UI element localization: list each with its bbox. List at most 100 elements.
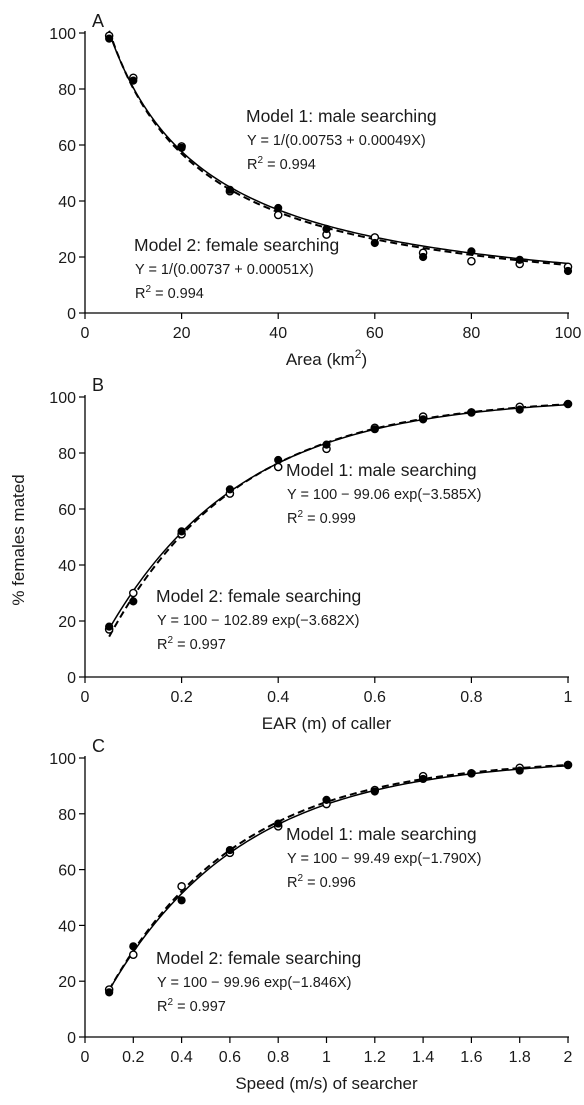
data-point-male-searching — [419, 774, 428, 784]
data-point-male-searching — [177, 143, 186, 152]
model-equation: Y = 100 − 99.06 exp(−3.585X) — [287, 487, 481, 503]
model-title: Model 1: male searching — [246, 106, 437, 126]
fit-curve-female-searching — [108, 763, 569, 991]
model-r-squared: R2 = 0.994 — [247, 155, 316, 173]
data-point-male-searching — [177, 527, 186, 536]
panel-letter: A — [92, 11, 104, 31]
x-tick-label: 1.6 — [460, 1049, 482, 1066]
data-point-male-searching — [105, 622, 114, 631]
model-r-squared: R2 = 0.994 — [135, 284, 204, 302]
fit-curve-male-searching — [108, 764, 569, 991]
y-tick-label: 100 — [49, 26, 76, 43]
data-point-male-searching — [563, 399, 573, 409]
x-tick-label: 1.8 — [509, 1049, 531, 1066]
y-tick-label: 60 — [58, 138, 76, 155]
data-point-male-searching — [274, 203, 283, 213]
x-tick-label: 1.4 — [412, 1049, 434, 1066]
data-point-male-searching — [274, 455, 283, 465]
x-tick-label: 80 — [463, 325, 481, 342]
y-tick-label: 60 — [58, 863, 76, 880]
x-tick-label: 40 — [269, 325, 287, 342]
x-tick-label: 0.4 — [267, 689, 289, 706]
y-tick-label: 0 — [67, 670, 76, 687]
data-point-male-searching — [129, 942, 138, 951]
x-axis-title: EAR (m) of caller — [262, 714, 392, 733]
x-tick-label: 100 — [555, 325, 582, 342]
x-tick-label: 0.2 — [170, 689, 192, 706]
y-tick-label: 80 — [58, 807, 76, 824]
y-tick-label: 0 — [67, 1030, 76, 1047]
panel-a: 0 20 40 60 80 100 0 20 40 60 80 100 Area (km2) A Model… — [49, 11, 581, 369]
data-point-male-searching — [563, 266, 573, 276]
y-tick-label: 100 — [49, 751, 76, 768]
data-point-male-searching — [225, 185, 234, 194]
x-axis-title: Speed (m/s) of searcher — [235, 1074, 418, 1093]
y-tick-label: 40 — [58, 194, 76, 211]
y-tick-label: 80 — [58, 82, 76, 99]
x-tick-label: 60 — [366, 325, 384, 342]
x-tick-label: 0.2 — [122, 1049, 144, 1066]
x-tick-label: 0 — [81, 689, 90, 706]
fit-curve-female-searching — [108, 30, 569, 267]
x-tick-label: 0.6 — [219, 1049, 241, 1066]
model-r-squared: R2 = 0.997 — [157, 635, 226, 653]
y-tick-label: 60 — [58, 502, 76, 519]
x-tick-label: 0.8 — [267, 1049, 289, 1066]
data-point-female-searching — [128, 588, 138, 598]
model-title: Model 1: male searching — [286, 824, 477, 844]
data-point-female-searching — [128, 950, 138, 959]
model-r-squared: R2 = 0.996 — [287, 873, 356, 891]
model-equation: Y = 1/(0.00753 + 0.00049X) — [247, 133, 426, 149]
data-point-male-searching — [563, 760, 573, 770]
data-point-male-searching — [370, 787, 379, 796]
model-r-squared: R2 = 0.999 — [287, 509, 356, 527]
model-r-squared: R2 = 0.997 — [157, 997, 226, 1015]
fit-curve-male-searching — [108, 32, 569, 265]
model-title: Model 2: female searching — [134, 235, 339, 255]
y-tick-label: 20 — [58, 614, 76, 631]
x-tick-label: 1.2 — [364, 1049, 386, 1066]
model-equation: Y = 100 − 102.89 exp(−3.682X) — [157, 613, 360, 629]
x-tick-label: 1 — [564, 689, 573, 706]
y-tick-label: 100 — [49, 390, 76, 407]
data-point-male-searching — [105, 34, 114, 43]
y-tick-label: 40 — [58, 918, 76, 935]
x-axis-title: Area (km2) — [286, 347, 367, 369]
data-point-male-searching — [225, 485, 234, 494]
data-point-male-searching — [515, 766, 524, 775]
data-point-male-searching — [419, 252, 428, 262]
panel-b: 0 20 40 60 80 100 0 0.2 0.4 0.6 0.8 1 EAR (m) of cal… — [49, 375, 572, 733]
y-axis-title: % females mated — [9, 474, 28, 605]
panel-c: 0 20 40 60 80 100 0 0.2 0.4 0.6 0.8 1 1.2 1.4 1.6 1.8 2 S… — [49, 736, 572, 1093]
model-equation: Y = 1/(0.00737 + 0.00051X) — [135, 262, 314, 278]
data-point-male-searching — [177, 896, 186, 905]
data-point-female-searching — [273, 210, 283, 220]
data-point-male-searching — [322, 440, 331, 449]
data-point-male-searching — [322, 795, 331, 804]
data-point-male-searching — [515, 255, 524, 264]
x-tick-label: 1 — [322, 1049, 331, 1066]
y-tick-label: 40 — [58, 558, 76, 575]
data-point-male-searching — [370, 425, 379, 434]
data-point-male-searching — [105, 988, 114, 997]
y-tick-label: 20 — [58, 250, 76, 267]
data-point-female-searching — [273, 462, 283, 472]
model-title: Model 2: female searching — [156, 586, 361, 606]
data-point-male-searching — [515, 405, 524, 414]
data-point-male-searching — [225, 845, 234, 855]
data-point-male-searching — [322, 224, 331, 234]
x-tick-label: 0 — [81, 1049, 90, 1066]
x-tick-label: 0.6 — [364, 689, 386, 706]
data-point-male-searching — [274, 819, 283, 828]
y-tick-label: 0 — [67, 306, 76, 323]
data-point-male-searching — [467, 769, 476, 778]
data-point-male-searching — [129, 597, 138, 606]
data-point-male-searching — [419, 415, 428, 424]
x-tick-label: 0.4 — [170, 1049, 192, 1066]
panel-letter: C — [92, 736, 105, 756]
panel-letter: B — [92, 375, 104, 395]
model-equation: Y = 100 − 99.49 exp(−1.790X) — [287, 851, 481, 867]
fit-curve-female-searching — [108, 403, 569, 638]
x-tick-label: 0 — [81, 325, 90, 342]
